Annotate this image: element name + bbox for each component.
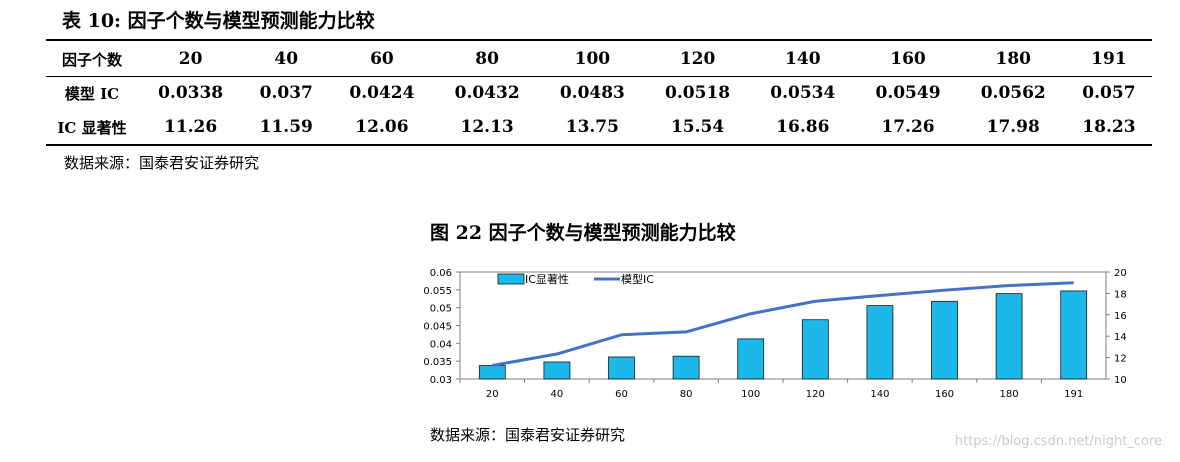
x-axis-ticks: 20 40 60 80 100 120 140 160 180 191 <box>459 379 1083 400</box>
row-label: IC 显著性 <box>57 118 127 137</box>
table-cell: 16.86 <box>776 117 830 137</box>
header-cell: 100 <box>574 49 611 69</box>
left-tick-label: 0.06 <box>430 268 452 279</box>
legend-swatch-bar <box>497 273 525 285</box>
x-tick-label: 180 <box>1000 389 1019 400</box>
table-header-row: 因子个数 20 40 60 80 100 120 140 160 180 191 <box>46 42 1152 76</box>
bar <box>866 305 894 380</box>
table-cell: 0.057 <box>1082 83 1136 103</box>
table-cell: 0.0549 <box>875 83 941 103</box>
table-bottom-rule <box>46 144 1152 146</box>
header-cell: 80 <box>475 49 499 69</box>
header-cell: 160 <box>890 49 926 69</box>
bar <box>931 300 958 380</box>
table-cell: 0.0483 <box>559 83 625 103</box>
table-cell: 17.26 <box>881 117 935 137</box>
table-cell: 0.0424 <box>349 83 415 103</box>
table-cell: 18.23 <box>1082 117 1136 137</box>
series-line <box>492 281 1074 367</box>
right-axis-ticks: 10 12 14 16 18 20 <box>1106 268 1127 386</box>
header-cell: 40 <box>274 49 299 69</box>
combo-chart: 0.03 0.035 0.04 0.045 0.05 0.055 0.06 10 12 14 16… <box>423 268 1127 400</box>
header-cell: 60 <box>370 49 394 69</box>
left-tick-label: 0.045 <box>423 322 452 333</box>
x-tick-label: 120 <box>806 389 825 400</box>
table-cell: 15.54 <box>670 117 725 137</box>
table-cell: 11.59 <box>259 117 313 137</box>
right-tick-label: 18 <box>1114 289 1127 300</box>
figure-title: 图 22 因子个数与模型预测能力比较 <box>430 222 736 244</box>
right-tick-label: 16 <box>1114 311 1127 322</box>
table-cell: 13.75 <box>565 117 619 137</box>
table-source: 数据来源：国泰君安证券研究 <box>64 154 260 172</box>
table-cell: 0.0518 <box>665 83 731 103</box>
x-tick-label: 20 <box>486 389 499 400</box>
table-cell: 0.037 <box>259 83 313 103</box>
bar-series <box>478 290 1088 380</box>
table-cell: 0.0338 <box>158 83 224 103</box>
table-cell: 12.13 <box>460 117 514 137</box>
factor-table: 因子个数 20 40 60 80 100 120 140 160 180 191… <box>46 42 1152 144</box>
right-tick-label: 14 <box>1114 332 1127 343</box>
header-cell: 180 <box>995 49 1031 69</box>
header-label: 因子个数 <box>61 50 122 69</box>
left-tick-label: 0.055 <box>423 286 452 297</box>
right-tick-label: 10 <box>1114 375 1127 386</box>
table-cell: 0.0562 <box>980 83 1046 103</box>
header-cell: 140 <box>785 49 821 69</box>
x-tick-label: 140 <box>870 389 889 400</box>
legend-label-line: 模型IC <box>621 272 654 286</box>
legend-label-bar: IC显著性 <box>525 272 569 286</box>
bar <box>1060 290 1088 380</box>
bar <box>995 293 1023 380</box>
right-tick-label: 12 <box>1114 354 1127 365</box>
line-series <box>492 281 1074 367</box>
left-tick-label: 0.05 <box>430 304 452 315</box>
figure-source: 数据来源：国泰君安证券研究 <box>430 426 626 444</box>
legend: IC显著性 模型IC <box>497 272 654 286</box>
header-cell: 191 <box>1091 49 1127 69</box>
table-cell: 17.98 <box>986 117 1040 137</box>
bar <box>672 355 700 380</box>
left-axis-ticks: 0.03 0.035 0.04 0.045 0.05 0.055 0.06 <box>423 268 460 386</box>
bar <box>737 338 765 380</box>
header-cell: 120 <box>679 49 716 69</box>
right-tick-label: 20 <box>1114 268 1127 279</box>
bar <box>801 319 829 380</box>
table-cell: 11.26 <box>163 117 218 137</box>
x-tick-label: 40 <box>551 389 564 400</box>
bar <box>608 356 635 380</box>
left-tick-label: 0.03 <box>430 375 452 386</box>
table-title: 表 10: 因子个数与模型预测能力比较 <box>62 10 375 32</box>
left-tick-label: 0.04 <box>430 339 452 350</box>
table-cell: 0.0432 <box>454 83 520 103</box>
row-label: 模型 IC <box>64 84 120 103</box>
x-tick-label: 160 <box>935 389 954 400</box>
bar <box>478 365 506 380</box>
x-tick-label: 60 <box>615 389 628 400</box>
x-tick-label: 100 <box>741 389 760 400</box>
left-tick-label: 0.035 <box>423 357 452 368</box>
table-top-rule <box>46 39 1152 41</box>
table-cell: 12.06 <box>355 117 409 137</box>
table-cell: 0.0534 <box>770 83 836 103</box>
table-row-ic-significance: IC 显著性 11.26 11.59 12.06 12.13 13.75 15.… <box>46 110 1152 144</box>
watermark: https://blog.csdn.net/night_core <box>954 434 1162 449</box>
x-tick-label: 80 <box>680 389 693 400</box>
bar <box>543 361 571 380</box>
header-cell: 20 <box>178 49 203 69</box>
table-row-model-ic: 模型 IC 0.0338 0.037 0.0424 0.0432 0.0483 … <box>46 76 1152 110</box>
table-header-rule <box>46 76 1152 77</box>
x-tick-label: 191 <box>1064 389 1083 400</box>
